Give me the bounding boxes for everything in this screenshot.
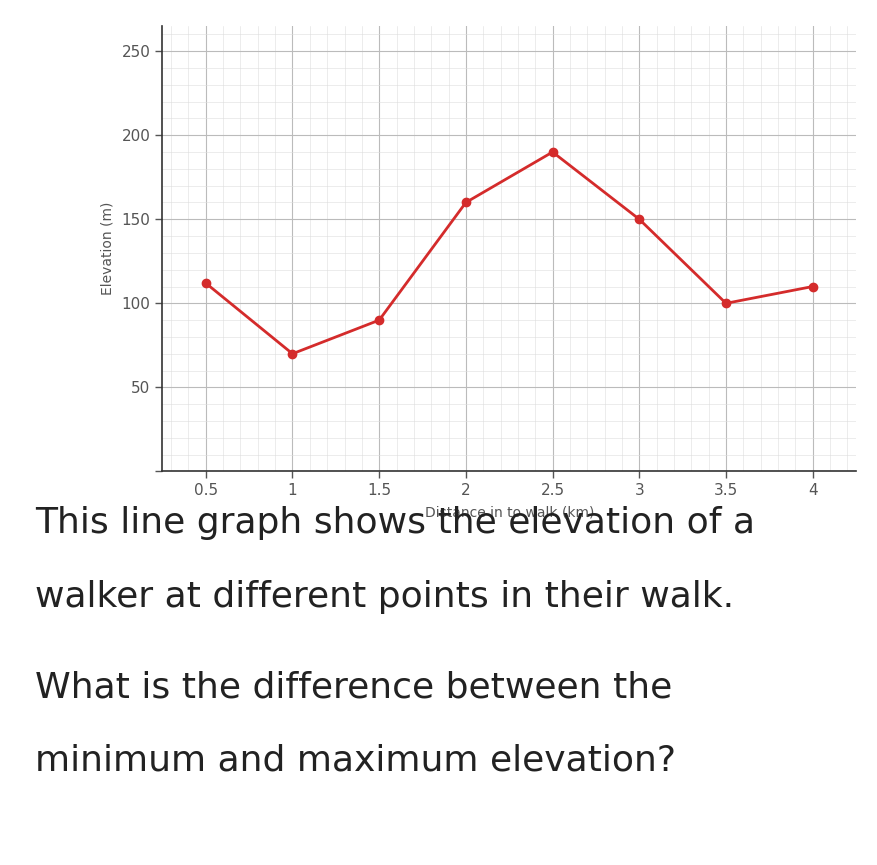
Text: What is the difference between the: What is the difference between the — [35, 670, 672, 704]
Text: This line graph shows the elevation of a: This line graph shows the elevation of a — [35, 506, 754, 540]
X-axis label: Distance in to walk (km): Distance in to walk (km) — [424, 505, 593, 519]
Text: minimum and maximum elevation?: minimum and maximum elevation? — [35, 744, 675, 778]
Text: walker at different points in their walk.: walker at different points in their walk… — [35, 580, 733, 613]
Y-axis label: Elevation (m): Elevation (m) — [101, 202, 115, 295]
